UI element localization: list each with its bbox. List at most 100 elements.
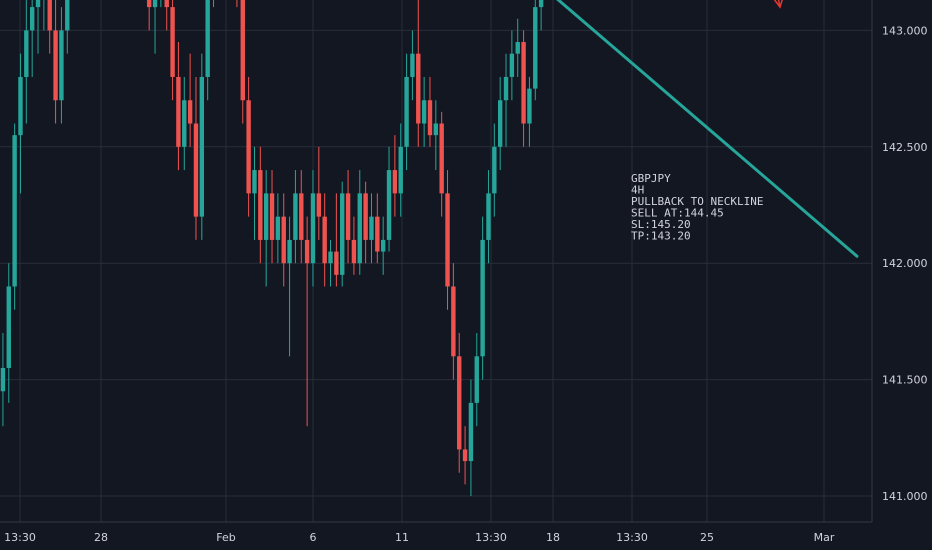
time-tick-label: Feb — [216, 531, 235, 544]
candle — [404, 53, 409, 171]
candle — [386, 146, 392, 252]
candle — [29, 0, 35, 77]
candle — [392, 135, 398, 217]
candle-body — [538, 0, 544, 8]
candle-body — [275, 216, 281, 240]
candle-body — [509, 53, 515, 77]
sell-arrow[interactable] — [716, 0, 783, 9]
price-tick-label: 142.000 — [882, 257, 928, 270]
candle-body — [35, 0, 41, 8]
price-tick-label: 141.000 — [882, 490, 928, 503]
candle — [375, 193, 380, 264]
candle — [263, 170, 269, 287]
candle — [35, 0, 41, 54]
time-tick-label: 18 — [546, 531, 560, 544]
candle — [205, 0, 210, 101]
candle-body — [515, 42, 520, 54]
trendline-line[interactable] — [92, 0, 859, 258]
candle-body — [293, 193, 298, 240]
candle-body — [474, 356, 479, 403]
candle — [462, 426, 468, 485]
candle — [538, 0, 544, 31]
candle-body — [433, 123, 439, 136]
candle-body — [258, 170, 263, 240]
candle-body — [299, 193, 304, 240]
candle-body — [176, 76, 181, 147]
candle — [451, 263, 456, 380]
candle — [509, 30, 515, 101]
candle — [287, 216, 292, 357]
candle-body — [451, 286, 456, 357]
candle — [12, 123, 17, 310]
annotation-line: TP:143.20 — [631, 230, 691, 243]
annotation-line: SL:145.20 — [631, 218, 691, 231]
candle — [199, 53, 205, 240]
candle-body — [182, 100, 187, 147]
candle-body — [187, 100, 193, 124]
candle — [146, 0, 152, 31]
time-axis[interactable]: 13:30 28 Feb 6 11 13:30 18 13:30 25 Mar — [4, 531, 835, 544]
candle-body — [18, 76, 23, 136]
candle-body — [527, 88, 532, 124]
candle — [480, 216, 485, 380]
candle — [439, 111, 444, 217]
candle — [176, 42, 181, 171]
candle — [53, 0, 58, 124]
candle-body — [392, 170, 398, 194]
candle — [24, 0, 29, 124]
candle-body — [193, 123, 199, 217]
candle — [281, 193, 286, 287]
candle — [152, 0, 158, 54]
candle-body — [404, 76, 409, 147]
price-axis[interactable]: 141.000141.500142.000142.500143.000143.5… — [882, 0, 928, 503]
time-tick-label: 6 — [310, 531, 317, 544]
candle-body — [24, 30, 29, 77]
candle — [468, 379, 474, 496]
candle-body — [328, 251, 333, 264]
trendline[interactable] — [92, 0, 859, 258]
candle — [6, 263, 11, 403]
price-tick-label: 142.500 — [882, 141, 928, 154]
candle — [299, 170, 304, 264]
candle-body — [533, 7, 538, 89]
candle — [427, 76, 433, 147]
candle-body — [521, 42, 526, 124]
time-tick-label: Mar — [814, 531, 835, 544]
annotation-line: 4H — [631, 184, 644, 197]
time-tick-label: 13:30 — [616, 531, 648, 544]
candle — [258, 146, 263, 264]
candle — [351, 216, 357, 275]
candle-body — [0, 367, 6, 392]
candle — [515, 18, 520, 77]
candle-body — [146, 0, 152, 8]
candle — [293, 170, 298, 264]
candle — [334, 193, 339, 287]
candle-body — [492, 146, 497, 194]
candle-body — [386, 170, 392, 240]
candle — [445, 170, 450, 310]
candle-body — [416, 53, 421, 124]
candle-body — [65, 0, 70, 31]
sell-arrow-head[interactable] — [773, 0, 783, 9]
candle-body — [6, 286, 11, 368]
candle-body — [334, 251, 339, 275]
candle — [363, 181, 368, 264]
candle-body — [363, 193, 368, 240]
candle-body — [164, 0, 169, 8]
candle-body — [351, 239, 357, 264]
candle-body — [427, 100, 433, 136]
candle-body — [59, 30, 64, 101]
candle — [421, 76, 427, 147]
candle — [316, 146, 322, 240]
candle — [269, 170, 275, 264]
candles — [0, 0, 544, 496]
candle — [170, 0, 175, 101]
candle — [164, 0, 169, 31]
candle-body — [445, 193, 450, 287]
time-tick-label: 28 — [94, 531, 108, 544]
candle-body — [322, 216, 327, 264]
price-tick-label: 143.000 — [882, 24, 928, 37]
